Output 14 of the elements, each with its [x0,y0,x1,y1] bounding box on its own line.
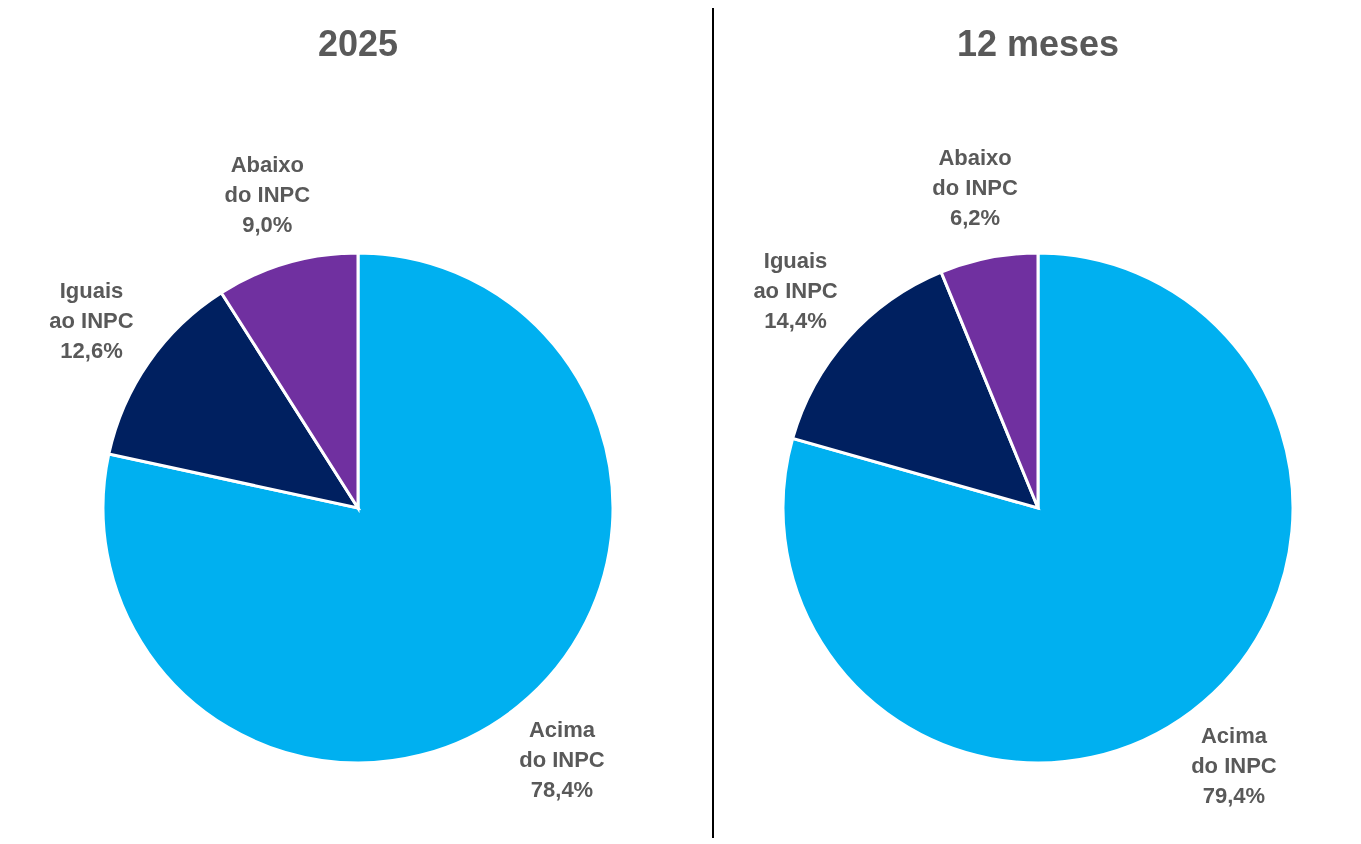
chart-title: 12 meses [956,23,1120,64]
data-label: 12,6% [60,337,123,363]
slice-label: Acima do INPC [1191,723,1277,779]
slice-label: Abaixo do INPC [224,151,311,207]
data-label: 9,0% [242,211,293,237]
chart-title: 2025 [317,23,399,64]
data-label: 6,2% [950,204,1001,230]
data-label: 78,4% [530,776,594,802]
data-label: 14,4% [764,307,827,333]
slice-label: Iguais ao INPC [753,247,838,303]
slice-label: Abaixo do INPC [932,144,1018,200]
slice-label: Acima do INPC [519,716,605,772]
slice-label: Iguais ao INPC [49,277,134,333]
data-label: 79,4% [1202,783,1266,809]
